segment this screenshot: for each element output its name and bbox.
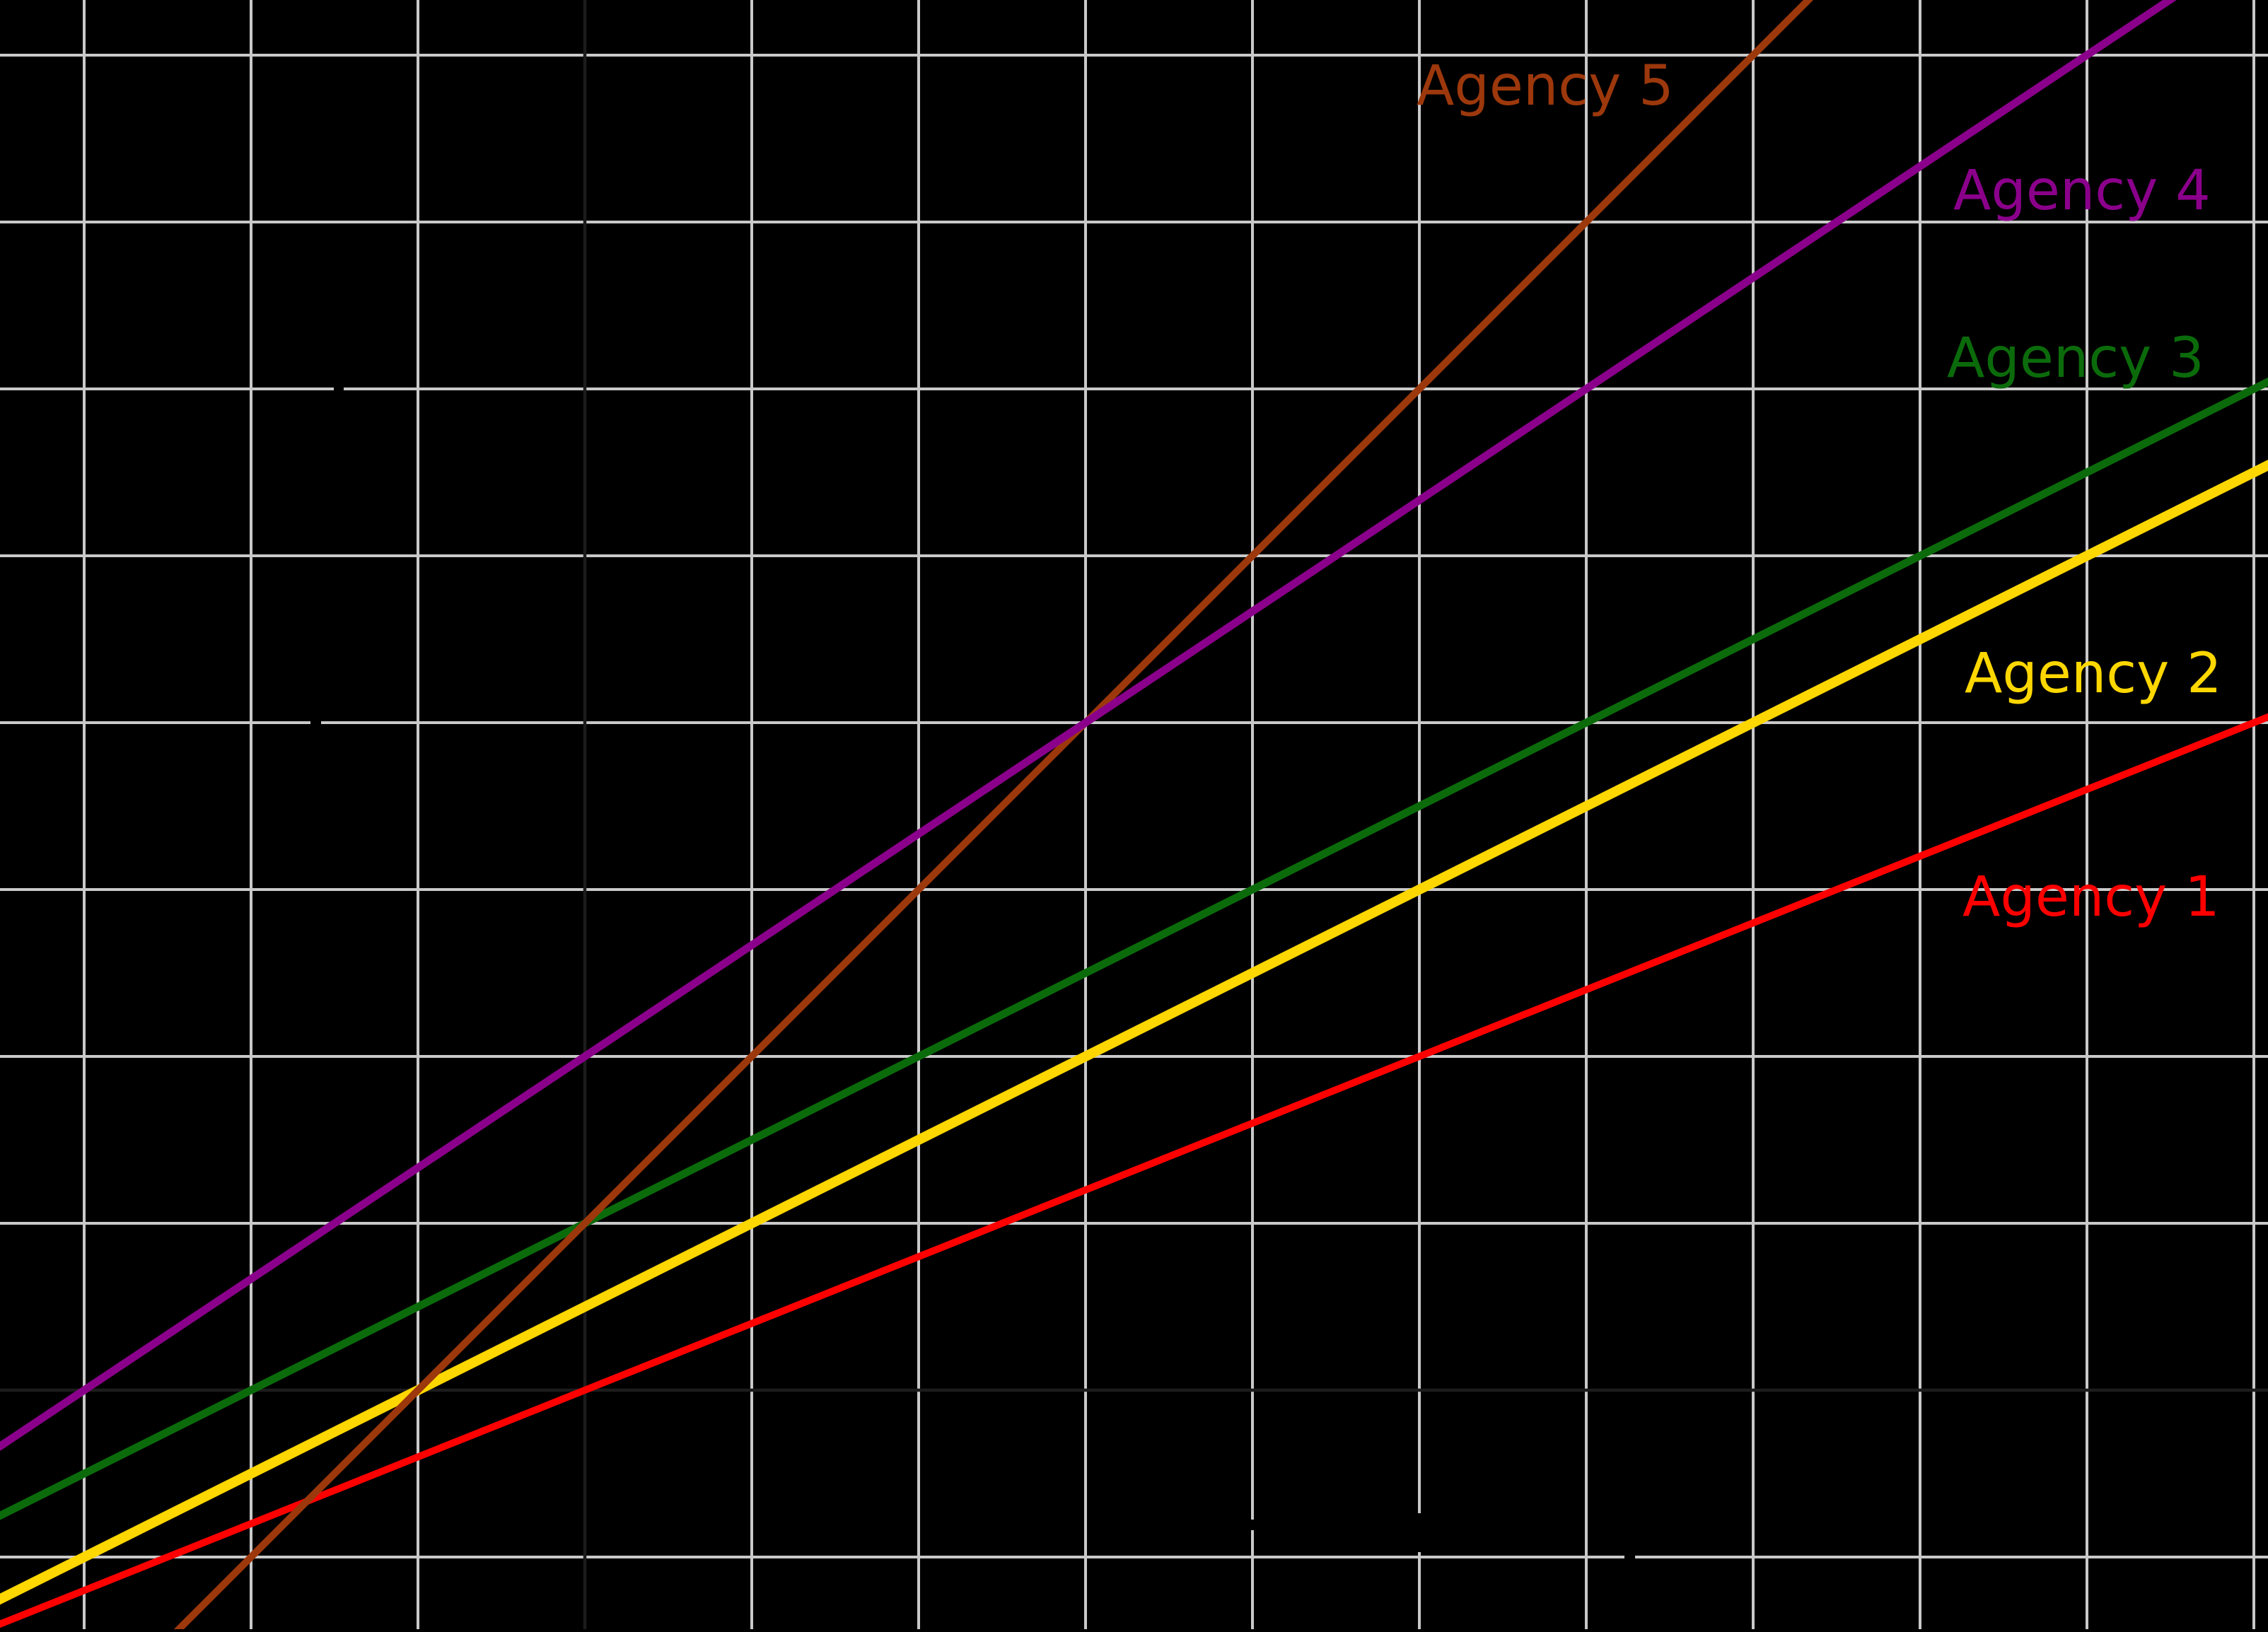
gridline-gap xyxy=(1624,1554,1635,1561)
gridline-gap xyxy=(1250,1520,1256,1530)
gridline-gap xyxy=(334,385,344,390)
series-line-agency-4 xyxy=(0,0,2177,1451)
series-label-agency-3: Agency 3 xyxy=(1947,327,2204,390)
series-line-agency-2 xyxy=(0,460,2268,1605)
series-line-agency-3 xyxy=(0,377,2268,1520)
series-labels: Agency 1 Agency 2 Agency 3 Agency 5 Agen… xyxy=(1417,54,2222,929)
gridline-occlusion-gaps xyxy=(310,385,1635,1561)
series-label-agency-2: Agency 2 xyxy=(1965,642,2222,706)
series-label-agency-1: Agency 1 xyxy=(1962,865,2220,929)
gridline-gap xyxy=(1417,1513,1423,1552)
series-line-agency-1 xyxy=(0,713,2268,1628)
series-label-agency-5: Agency 5 xyxy=(1417,54,1674,118)
gridline-gap xyxy=(310,718,321,727)
series-label-agency-4: Agency 4 xyxy=(1953,159,2211,223)
